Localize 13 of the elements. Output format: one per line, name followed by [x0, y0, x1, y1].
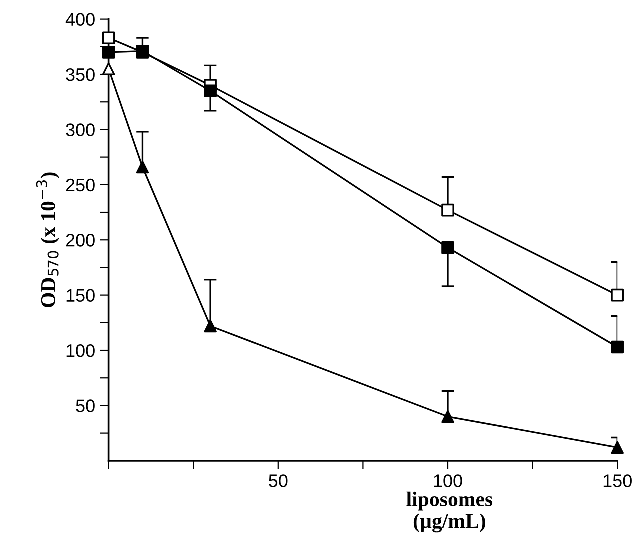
y-axis-title: OD$_{570}$ (x 10$^{−3}$): [36, 172, 60, 308]
x-axis-title: liposomes (µg/mL): [406, 492, 493, 533]
y-tick-label: 250: [66, 178, 95, 192]
x-tick-label: 100: [434, 474, 462, 488]
x-tick-label: 50: [269, 474, 288, 488]
y-tick-label: 50: [76, 400, 95, 412]
y-tick-label: 100: [66, 344, 95, 358]
y-tick-label: 150: [66, 289, 95, 302]
y-tick-label: 300: [66, 124, 95, 136]
x-tick-label: 150: [604, 474, 632, 488]
y-tick-label: 200: [66, 234, 95, 247]
y-tick-label: 350: [66, 68, 95, 82]
y-tick-label: 400: [66, 13, 95, 26]
